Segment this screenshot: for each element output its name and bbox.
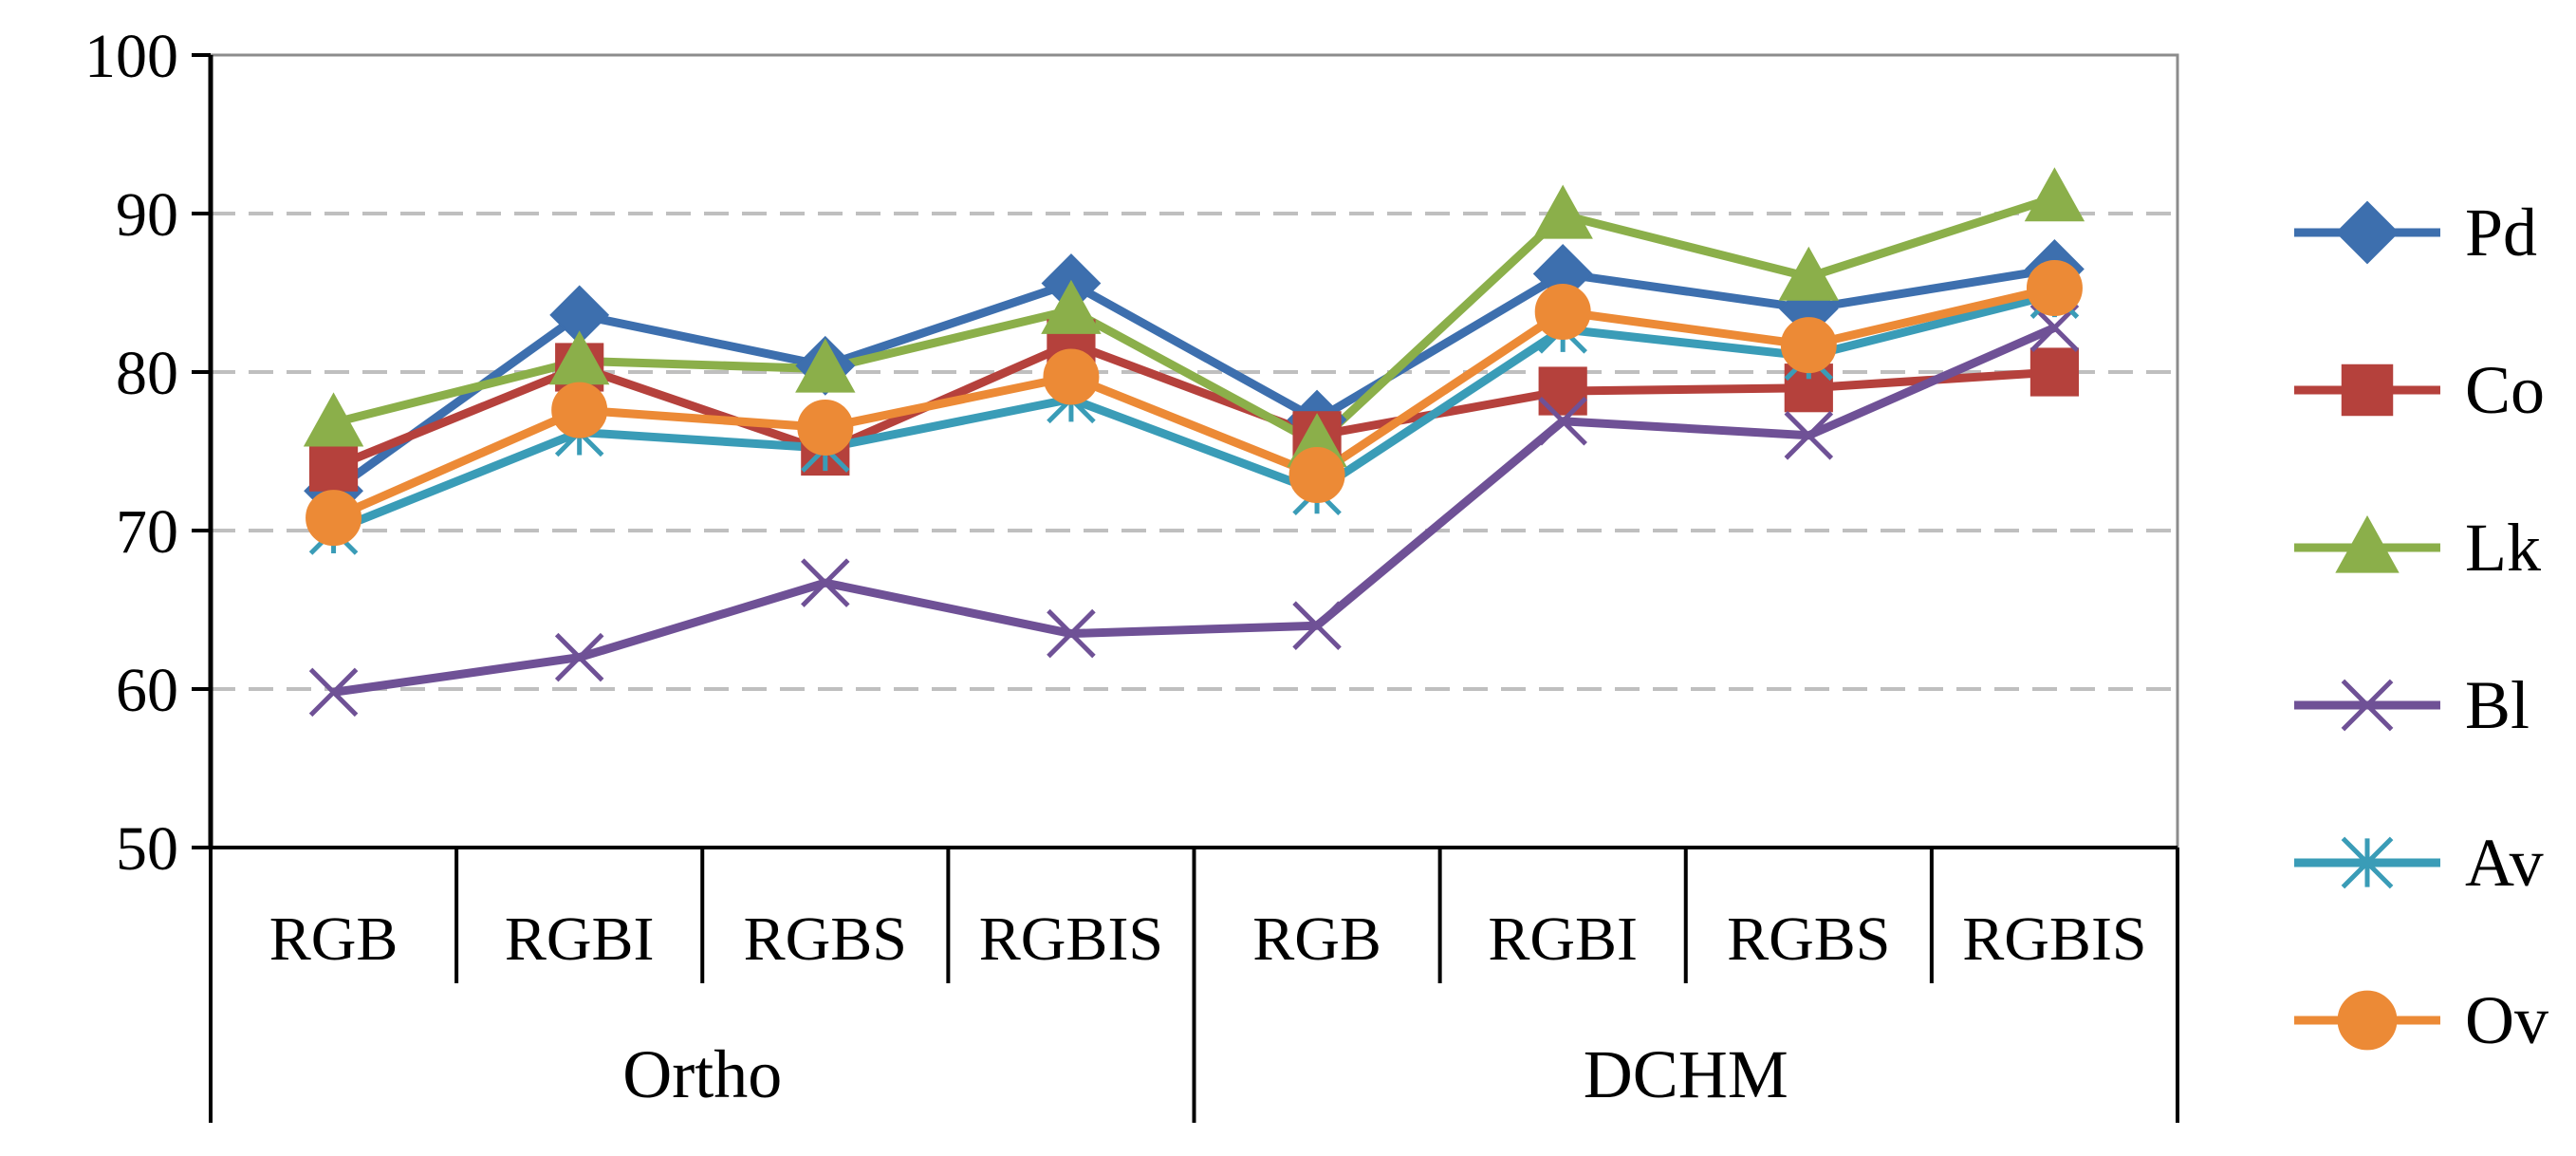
x-tick-label: RGBIS (1962, 904, 2146, 974)
data-point-bl (1292, 601, 1342, 650)
x-tick-label: RGBS (744, 904, 907, 974)
legend-label-bl: Bl (2465, 667, 2530, 743)
series-line-ov (331, 284, 2056, 522)
legend-marker-av (2341, 836, 2394, 889)
data-point-lk (1041, 279, 1102, 334)
x-tick-label: RGBS (1727, 904, 1890, 974)
data-point-lk (1532, 184, 1593, 239)
legend-marker-co (2341, 364, 2394, 417)
x-group-label: DCHM (1584, 1036, 1788, 1112)
x-tick-label: RGBI (1488, 904, 1638, 974)
legend-label-pd: Pd (2465, 195, 2537, 270)
y-axis-ticks: 50 60 70 80 90 100 (84, 22, 211, 884)
legend-label-lk: Lk (2465, 510, 2541, 586)
x-tick-label: RGBI (505, 904, 655, 974)
data-point-lk (1778, 246, 1840, 301)
data-point-ov (551, 382, 608, 438)
data-point-bl (1047, 608, 1096, 659)
data-point-bl (554, 632, 604, 682)
data-point-ov (1534, 284, 1591, 341)
data-point-lk (303, 392, 364, 447)
x-group-label: Ortho (622, 1036, 782, 1112)
plot-area (209, 53, 2179, 849)
x-tick-label: RGBIS (979, 904, 1163, 974)
series-lines (330, 194, 2057, 697)
data-point-co (2029, 347, 2080, 397)
legend: Pd Co Lk Bl Av Ov (2294, 195, 2548, 1058)
y-tick-label: 90 (116, 180, 178, 250)
series-line-co (331, 339, 2055, 472)
x-tick-label: RGB (1252, 904, 1381, 974)
y-tick-label: 80 (116, 339, 178, 408)
legend-marker-bl (2341, 679, 2394, 732)
data-point-ov (1288, 447, 1345, 504)
series-line-lk (332, 194, 2056, 448)
data-point-ov (2026, 259, 2083, 316)
y-tick-label: 50 (116, 814, 178, 884)
y-tick-label: 100 (84, 22, 178, 91)
series-line-pd (330, 265, 2056, 494)
data-point-bl (1784, 411, 1834, 460)
data-point-bl (801, 558, 850, 607)
x-tick-label: RGB (269, 904, 398, 974)
data-point-bl (1538, 397, 1587, 446)
data-point-ov (1780, 317, 1837, 374)
legend-label-ov: Ov (2465, 982, 2548, 1058)
plot-frame (209, 53, 2179, 849)
y-tick-label: 60 (116, 656, 178, 725)
legend-label-co: Co (2465, 352, 2545, 428)
series-line-bl (332, 324, 2057, 697)
data-point-co (308, 442, 359, 492)
legend-marker-pd (2335, 200, 2400, 265)
data-point-ov (1043, 348, 1100, 405)
legend-marker-lk (2335, 514, 2400, 573)
data-point-lk (795, 338, 856, 393)
data-point-lk (2024, 167, 2085, 222)
legend-marker-ov (2337, 990, 2398, 1051)
data-point-ov (797, 399, 854, 456)
data-point-ov (306, 490, 362, 547)
series-markers (303, 167, 2085, 718)
legend-label-av: Av (2465, 825, 2544, 901)
data-point-bl (308, 667, 359, 718)
series-line-av (331, 289, 2056, 535)
x-axis-ticks: RGB RGBI RGBS RGBIS RGB RGBI RGBS RGBIS Ortho DCH… (209, 848, 2179, 1123)
y-tick-label: 70 (116, 497, 178, 567)
